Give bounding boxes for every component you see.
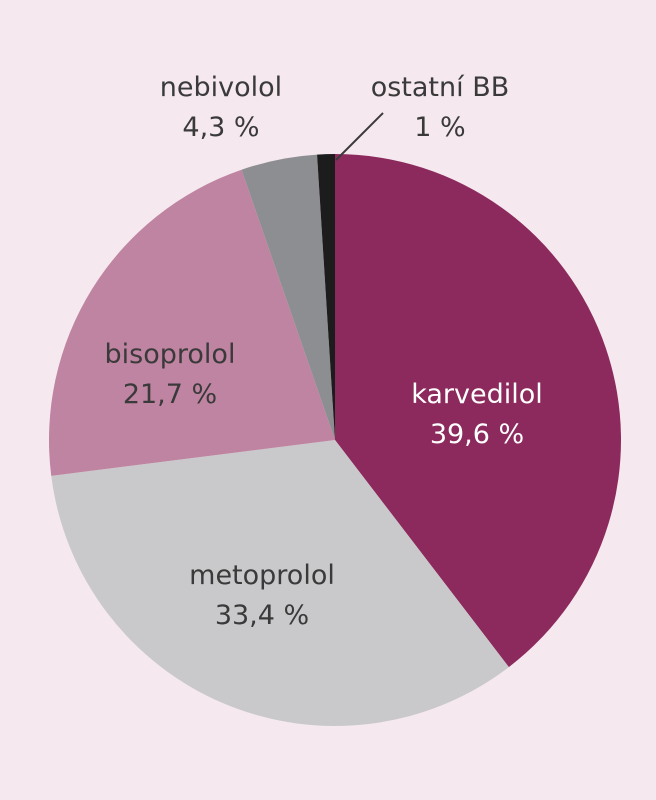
slice-label-name: nebivolol	[160, 72, 282, 103]
pie-slice-nebivolol	[241, 154, 335, 440]
pie-slice-karvedilol	[335, 154, 621, 668]
slice-label-value: 4,3 %	[182, 112, 259, 143]
pie-slice-metoprolol	[51, 440, 509, 726]
slice-label-name: metoprolol	[189, 560, 335, 591]
pie-slice-ostatní-bb	[317, 154, 335, 440]
slice-label-value: 21,7 %	[123, 379, 217, 410]
slice-label-value: 33,4 %	[215, 600, 309, 631]
slice-label-name: karvedilol	[411, 379, 543, 410]
slice-label-name: bisoprolol	[105, 339, 236, 370]
slice-label-value: 1 %	[414, 112, 465, 143]
pie-slice-bisoprolol	[48, 169, 335, 476]
leader-line-ostatni-bb	[335, 112, 384, 161]
slice-label-value: 39,6 %	[430, 419, 524, 450]
slice-label-name: ostatní BB	[371, 72, 510, 103]
